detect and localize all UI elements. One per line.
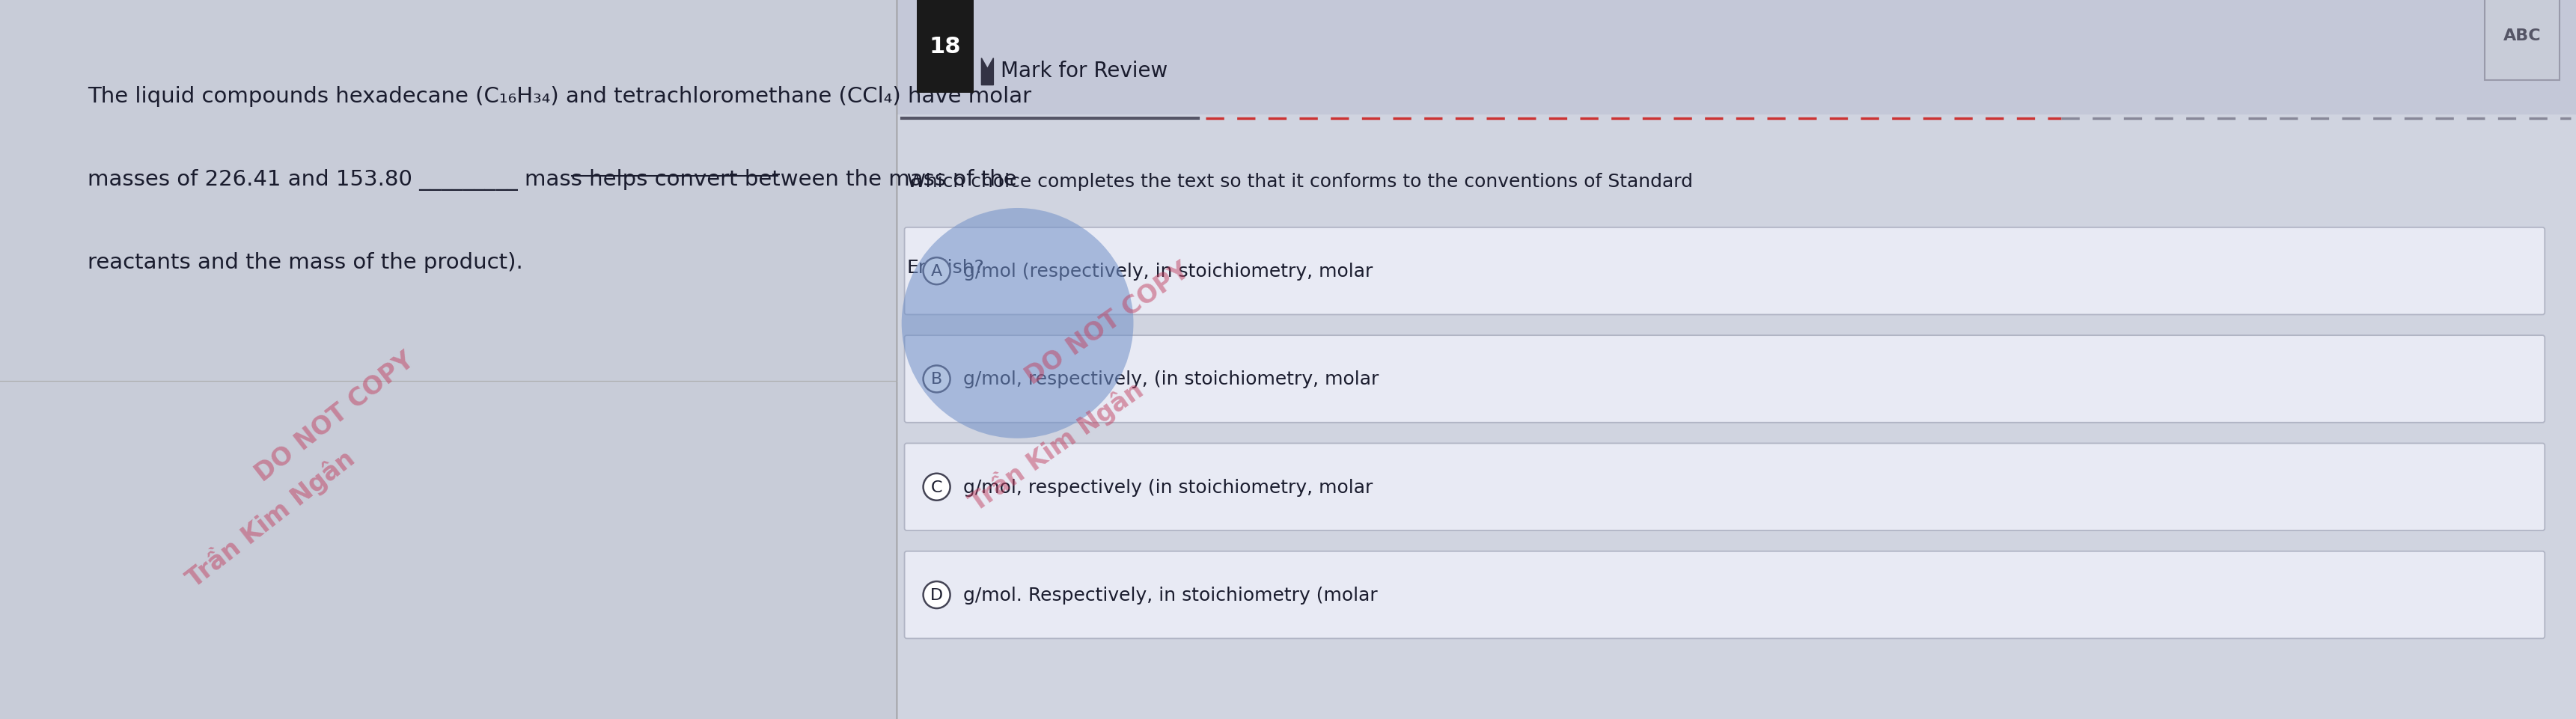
Text: ABC: ABC	[2504, 29, 2540, 43]
Text: DO NOT COPY: DO NOT COPY	[250, 347, 420, 487]
Text: g/mol, respectively, (in stoichiometry, molar: g/mol, respectively, (in stoichiometry, …	[963, 370, 1378, 388]
Text: Mark for Review: Mark for Review	[1002, 60, 1167, 81]
Bar	[896, 0, 2576, 115]
FancyBboxPatch shape	[917, 0, 974, 93]
Circle shape	[922, 258, 951, 285]
Bar	[896, 0, 2576, 719]
FancyBboxPatch shape	[904, 444, 2545, 531]
Ellipse shape	[902, 209, 1133, 439]
Text: masses of 226.41 and 153.80 _________ mass helps convert between the mass of the: masses of 226.41 and 153.80 _________ ma…	[88, 169, 1018, 191]
Text: 18: 18	[930, 36, 961, 58]
Text: C: C	[930, 480, 943, 495]
Text: Which choice completes the text so that it conforms to the conventions of Standa: Which choice completes the text so that …	[907, 173, 1692, 191]
Circle shape	[922, 582, 951, 608]
Text: The liquid compounds hexadecane (C₁₆H₃₄) and tetrachloromethane (CCl₄) have mola: The liquid compounds hexadecane (C₁₆H₃₄)…	[88, 86, 1030, 107]
Circle shape	[922, 366, 951, 393]
Text: g/mol (respectively, in stoichiometry, molar: g/mol (respectively, in stoichiometry, m…	[963, 262, 1373, 280]
Bar	[0, 0, 896, 719]
Text: Trần Kim Ngân: Trần Kim Ngân	[963, 375, 1149, 516]
FancyBboxPatch shape	[904, 228, 2545, 315]
Text: D: D	[930, 587, 943, 603]
FancyBboxPatch shape	[2483, 0, 2561, 81]
Text: reactants and the mass of the product).: reactants and the mass of the product).	[88, 252, 523, 273]
Text: g/mol, respectively (in stoichiometry, molar: g/mol, respectively (in stoichiometry, m…	[963, 478, 1373, 496]
FancyBboxPatch shape	[904, 336, 2545, 423]
Circle shape	[922, 474, 951, 500]
Text: DO NOT COPY: DO NOT COPY	[1020, 258, 1195, 389]
Text: A: A	[930, 264, 943, 279]
Text: English?: English?	[907, 259, 984, 277]
FancyBboxPatch shape	[904, 551, 2545, 638]
Text: Trần Kim Ngân: Trần Kim Ngân	[180, 444, 361, 592]
Text: B: B	[930, 372, 943, 387]
Text: g/mol. Respectively, in stoichiometry (molar: g/mol. Respectively, in stoichiometry (m…	[963, 586, 1378, 604]
Polygon shape	[981, 59, 994, 86]
